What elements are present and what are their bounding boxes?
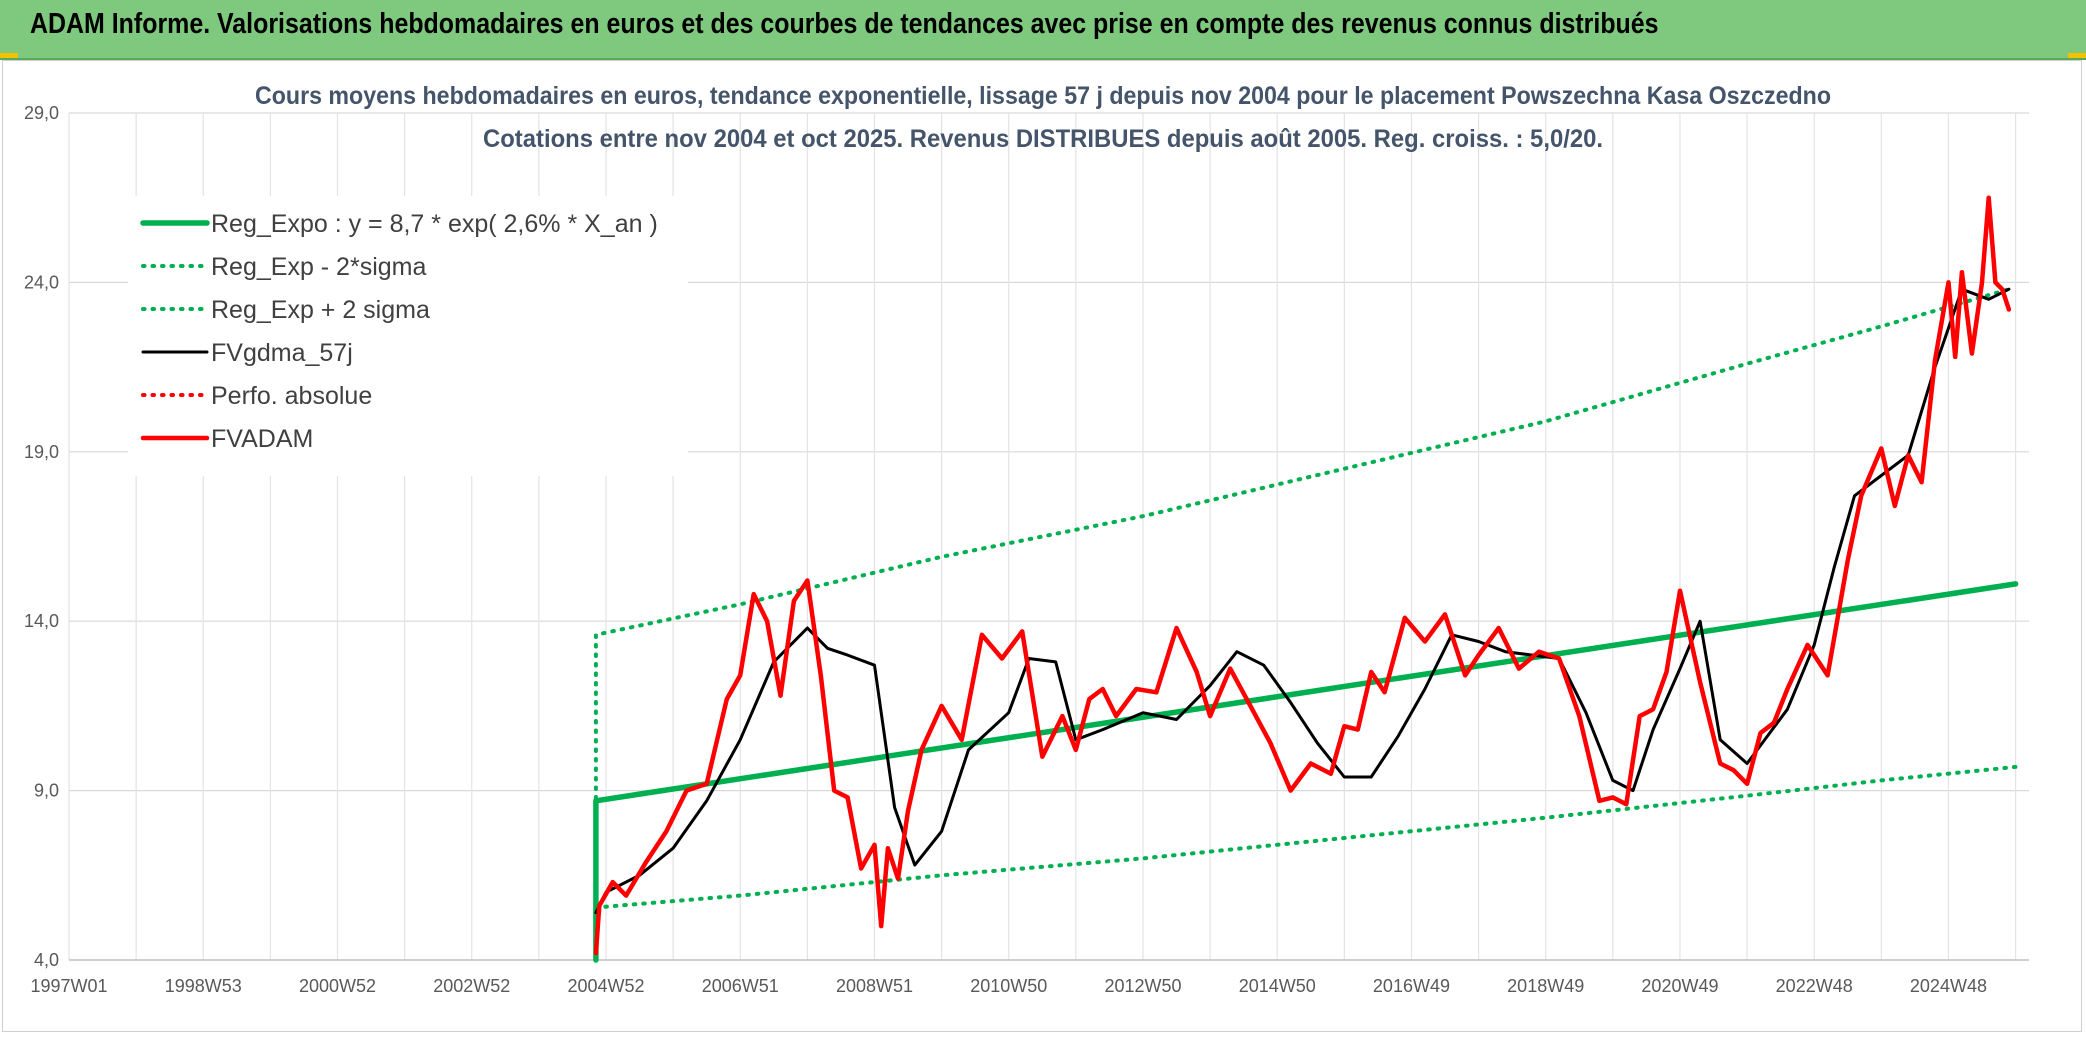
y-tick-label: 14,0	[24, 611, 59, 631]
y-tick-label: 29,0	[24, 103, 59, 123]
x-tick-label: 2012W50	[1104, 976, 1181, 996]
x-tick-label: 2024W48	[1910, 976, 1987, 996]
x-tick-label: 2014W50	[1239, 976, 1316, 996]
x-tick-label: 1998W53	[165, 976, 242, 996]
x-tick-label: 2010W50	[970, 976, 1047, 996]
series-line-5	[593, 195, 2012, 956]
legend: Reg_Expo : y = 8,7 * exp( 2,6% * X_an ) R…	[128, 196, 688, 476]
y-tick-label: 19,0	[24, 442, 59, 462]
x-tick-label: 1997W01	[30, 976, 107, 996]
y-tick-label: 4,0	[34, 950, 59, 970]
chart-title-line2: Cotations entre nov 2004 et oct 2025. Re…	[483, 125, 1603, 153]
tick-labels: 4,0 9,0 14,0 19,0 24,0 29,0 1997W01 1998W53 2000…	[24, 103, 1987, 996]
corner-accent-right	[2068, 53, 2086, 58]
header-banner: ADAM Informe. Valorisations hebdomadaire…	[0, 0, 2086, 60]
x-tick-label: 2018W49	[1507, 976, 1584, 996]
legend-label: Reg_Exp + 2 sigma	[211, 296, 430, 324]
y-tick-label: 24,0	[24, 272, 59, 292]
legend-label: Perfo. absolue	[211, 382, 372, 410]
legend-label: Reg_Expo : y = 8,7 * exp( 2,6% * X_an )	[211, 210, 658, 238]
x-tick-label: 2016W49	[1373, 976, 1450, 996]
x-tick-label: 2000W52	[299, 976, 376, 996]
page-title: ADAM Informe. Valorisations hebdomadaire…	[30, 8, 1659, 40]
series-line-2	[593, 287, 2011, 962]
legend-label: Reg_Exp - 2*sigma	[211, 253, 426, 281]
x-tick-label: 2022W48	[1776, 976, 1853, 996]
series-layer	[593, 195, 2019, 963]
x-tick-label: 2004W52	[567, 976, 644, 996]
chart-title-line1: Cours moyens hebdomadaires en euros, ten…	[255, 82, 1831, 110]
chart-frame: Cours moyens hebdomadaires en euros, ten…	[2, 60, 2082, 1032]
series-line-1	[593, 764, 2018, 910]
chart-canvas: Cours moyens hebdomadaires en euros, ten…	[24, 82, 2029, 996]
x-tick-label: 2008W51	[836, 976, 913, 996]
x-tick-label: 2020W49	[1641, 976, 1718, 996]
legend-label: FVADAM	[211, 425, 313, 453]
x-tick-label: 2006W51	[702, 976, 779, 996]
corner-accent-left	[0, 53, 18, 58]
legend-background	[128, 196, 688, 476]
legend-label: FVgdma_57j	[211, 339, 353, 367]
y-tick-label: 9,0	[34, 781, 59, 801]
series-line-3	[594, 287, 2011, 915]
x-tick-label: 2002W52	[433, 976, 510, 996]
